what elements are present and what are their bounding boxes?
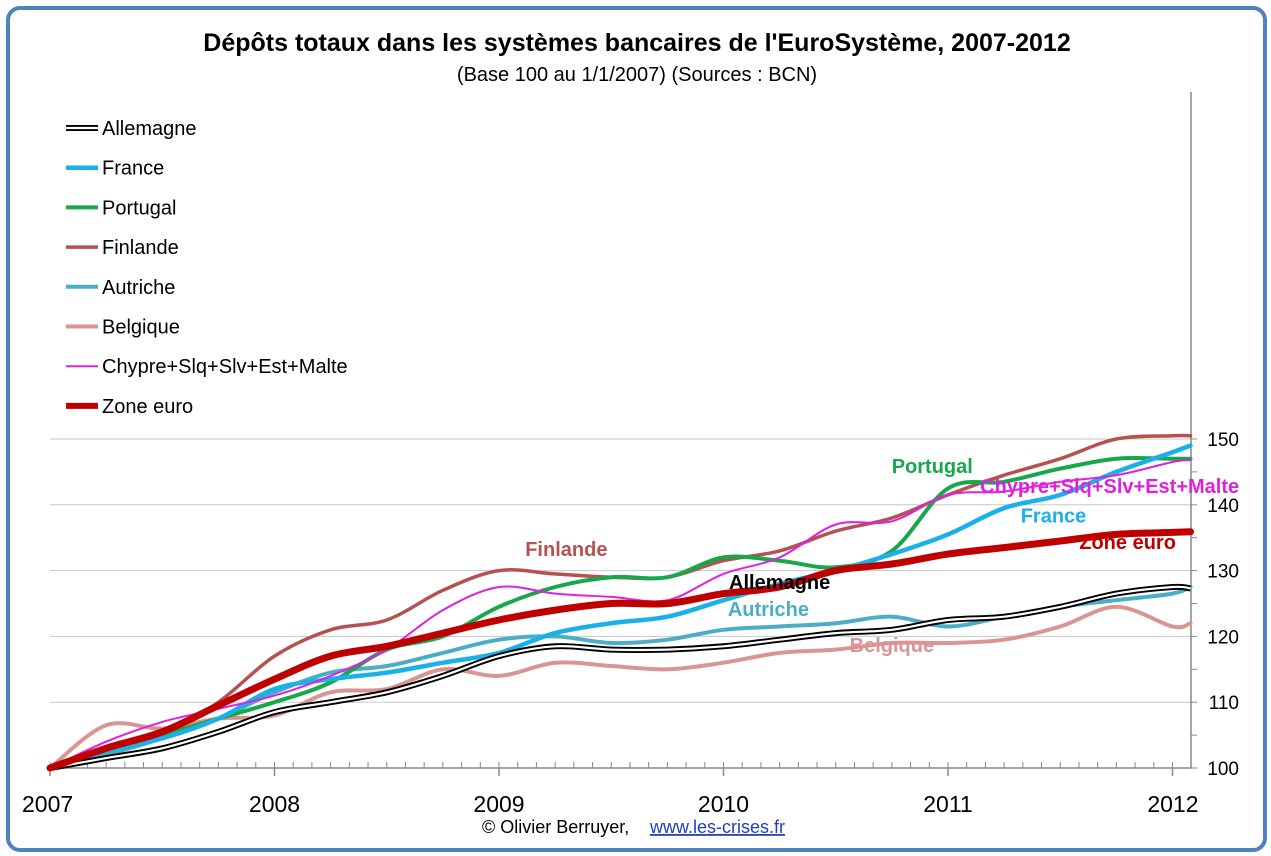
annotation-zone-euro: Zone euro [1079,532,1176,554]
legend-label-portugal: Portugal [102,197,177,219]
x-tick-label: 2009 [473,791,524,817]
credit-text: © Olivier Berruyer, [482,817,629,837]
y-tick-label: 110 [1209,693,1239,714]
x-tick-label: 2011 [923,791,972,817]
annotation-autriche: Autriche [728,599,809,621]
annotation-allemagne: Allemagne [729,572,830,594]
x-tick-label: 2008 [249,791,300,817]
legend-label-finlande: Finlande [102,237,179,259]
legend-label-chypre-slq-slv-est-malte: Chypre+Slq+Slv+Est+Malte [102,356,348,378]
x-tick-label: 2010 [698,791,749,817]
y-tick-label: 100 [1207,759,1239,780]
series-line-portugal [48,455,1193,770]
y-tick-label: 150 [1207,430,1239,451]
annotations: Portugal Chypre+Slq+Slv+Est+Malte France Zo… [525,456,1239,657]
series-line-allemagne-inner [49,585,1191,770]
legend-label-france: France [102,158,164,180]
x-tick-label: 2007 [22,791,73,817]
x-tick-labels: 2007 2008 2009 2010 2011 2012 [22,791,1199,817]
legend-label-autriche: Autriche [102,277,175,299]
series-line-belgique [48,604,1193,770]
credit-link[interactable]: www.les-crises.fr [649,817,785,837]
y-tick-labels: 100 110 120 130 140 150 [1207,430,1239,780]
chart-subtitle: (Base 100 au 1/1/2007) (Sources : BCN) [457,64,817,86]
legend-label-allemagne: Allemagne [102,118,197,140]
y-tick-label: 130 [1207,562,1239,583]
y-tick-label: 120 [1207,627,1239,648]
chart-frame [6,6,1267,852]
x-tick-label: 2012 [1147,791,1198,817]
series-line-france [47,443,1193,771]
axes [49,92,1197,776]
annotation-belgique: Belgique [850,635,934,657]
series-lines [46,433,1194,772]
annotation-france: France [1021,506,1087,528]
legend-label-zone-euro: Zone euro [102,396,193,418]
annotation-chypre-slq-slv-est-malte: Chypre+Slq+Slv+Est+Malte [980,476,1239,498]
chart-title: Dépôts totaux dans les systèmes bancaire… [203,29,1070,57]
annotation-finlande: Finlande [525,539,607,561]
legend: Allemagne France Portugal Finlande Autriche B… [66,118,348,418]
annotation-portugal: Portugal [892,456,973,478]
series-line-zone-euro [46,528,1194,772]
y-tick-label: 140 [1207,496,1239,517]
legend-label-belgique: Belgique [102,317,180,339]
